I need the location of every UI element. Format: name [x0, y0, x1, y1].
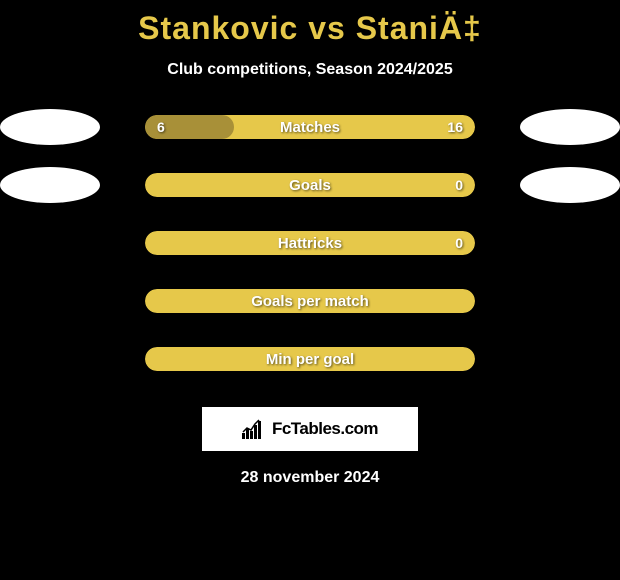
- stat-label: Min per goal: [266, 351, 354, 368]
- stat-value-right: 16: [447, 119, 463, 135]
- stat-bar-min-per-goal: Min per goal: [145, 347, 475, 371]
- stat-bar-hattricks: Hattricks 0: [145, 231, 475, 255]
- team-badge-left: [0, 167, 100, 203]
- team-badge-right: [520, 167, 620, 203]
- chart-icon: [242, 419, 266, 439]
- badge-placeholder: [520, 283, 620, 319]
- team-badge-right: [520, 109, 620, 145]
- stat-row-matches: 6 Matches 16: [0, 109, 620, 145]
- stat-row-min-per-goal: Min per goal: [0, 341, 620, 377]
- stat-bar-goals: Goals 0: [145, 173, 475, 197]
- stats-container: 6 Matches 16 Goals 0 Hattricks 0: [0, 109, 620, 377]
- stat-bar-matches: 6 Matches 16: [145, 115, 475, 139]
- stat-label: Hattricks: [278, 235, 342, 252]
- badge-placeholder: [0, 341, 100, 377]
- badge-placeholder: [0, 225, 100, 261]
- brand-text: FcTables.com: [272, 419, 378, 439]
- team-badge-left: [0, 109, 100, 145]
- stat-bar-goals-per-match: Goals per match: [145, 289, 475, 313]
- brand-box[interactable]: FcTables.com: [202, 407, 418, 451]
- stat-label: Goals per match: [251, 293, 369, 310]
- badge-placeholder: [0, 283, 100, 319]
- subtitle: Club competitions, Season 2024/2025: [167, 61, 452, 79]
- stat-value-right: 0: [455, 177, 463, 193]
- stat-label: Goals: [289, 177, 331, 194]
- stat-label: Matches: [280, 119, 340, 136]
- stat-value-right: 0: [455, 235, 463, 251]
- badge-placeholder: [520, 225, 620, 261]
- page-title: Stankovic vs StaniÄ‡: [138, 10, 482, 47]
- stat-row-goals-per-match: Goals per match: [0, 283, 620, 319]
- date-text: 28 november 2024: [241, 469, 380, 487]
- stat-row-hattricks: Hattricks 0: [0, 225, 620, 261]
- stat-row-goals: Goals 0: [0, 167, 620, 203]
- stat-value-left: 6: [157, 119, 165, 135]
- badge-placeholder: [520, 341, 620, 377]
